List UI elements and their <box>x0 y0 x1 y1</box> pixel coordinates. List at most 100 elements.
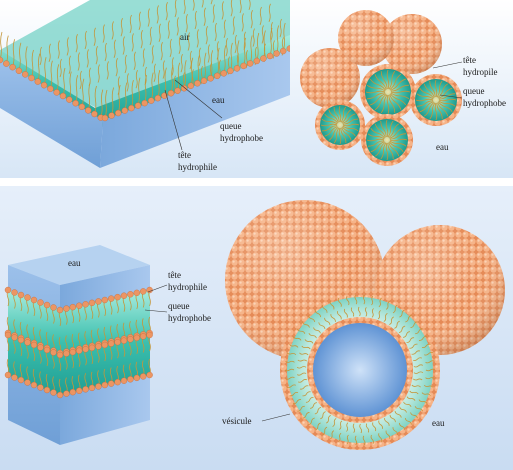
lipid-tail <box>196 29 199 48</box>
lipid-tail <box>399 309 405 318</box>
lipid-tail <box>389 140 407 147</box>
lipid-head <box>43 301 51 309</box>
lipid-tail <box>292 399 302 405</box>
lipid-tail <box>135 70 138 89</box>
lipid-tail <box>270 22 273 41</box>
lipid-tail <box>415 98 434 102</box>
lipid-tail <box>201 0 204 8</box>
lipid-tail <box>406 396 416 401</box>
lipid-tail <box>286 352 297 356</box>
lipid-head <box>120 377 128 384</box>
lipid-tail <box>169 38 172 58</box>
lipid-tail <box>328 109 339 123</box>
lipid-tail <box>111 87 114 116</box>
lipid-tail <box>153 63 156 82</box>
lipid-tail <box>416 93 434 100</box>
label-head-2: hydrophile <box>178 162 217 172</box>
lipid-tail <box>144 75 147 104</box>
lipid-head <box>9 63 16 71</box>
lipid-tail <box>354 294 358 305</box>
lipid-tail <box>66 37 69 56</box>
lipid-tail <box>289 344 299 348</box>
lipid-tail <box>425 377 435 380</box>
lipid-head <box>72 99 79 107</box>
lipid-tail <box>75 34 78 53</box>
lipid-tail <box>285 376 295 380</box>
lipid-tail <box>205 26 208 45</box>
lipid-head <box>11 289 18 296</box>
lipid-tail <box>250 10 253 29</box>
lipid-head <box>127 376 134 383</box>
lipid-tail <box>97 64 100 83</box>
lipid-tail <box>160 42 163 61</box>
lipid-tail <box>352 423 355 433</box>
label-tail-2: hydrophobe <box>463 98 506 108</box>
lipid-tail <box>230 42 233 71</box>
lipid-tail <box>43 57 47 86</box>
lipid-tail <box>389 94 402 110</box>
lipid-tail <box>399 422 406 431</box>
lipid-tail <box>418 335 428 341</box>
lipid-tail <box>149 26 152 46</box>
lipid-tail <box>48 43 51 62</box>
lipid-tail <box>77 52 80 71</box>
lipid-tail <box>39 46 42 66</box>
lipid-tail <box>354 435 357 446</box>
lipid-tail <box>207 44 210 63</box>
lipid-tail <box>365 90 386 94</box>
lipid-tail <box>165 2 168 21</box>
lipid-tail <box>437 102 449 117</box>
lipid-tail <box>59 58 62 78</box>
lipid-head <box>200 77 208 85</box>
lipid-tail <box>363 294 366 305</box>
lipid-tail <box>341 127 352 141</box>
lipid-tail <box>314 309 321 318</box>
lipid-head <box>167 89 175 97</box>
lipid-tail <box>338 432 342 443</box>
lipid-tail <box>221 1 224 20</box>
lipid-tail <box>57 40 60 59</box>
lipid-tail <box>302 321 310 328</box>
lipid-head <box>101 296 109 304</box>
lipid-tail <box>131 33 134 52</box>
lipid-head <box>17 291 25 299</box>
lipid-head <box>107 380 115 387</box>
lipid-tail <box>405 315 412 323</box>
lipid-head <box>63 390 70 397</box>
panel-bilayer-vesicle: eau tête hydrophile queue hydrophobe <box>0 186 513 470</box>
lipid-tail <box>380 142 387 160</box>
lipid-head <box>194 80 201 87</box>
lipid-head <box>147 97 155 104</box>
lipid-tail <box>256 32 260 62</box>
lipid-tail <box>296 366 307 369</box>
tail-pointer <box>174 79 223 119</box>
lipid-tail <box>12 39 15 68</box>
lipid-head <box>139 333 147 340</box>
lipid-head <box>28 74 35 82</box>
lipid-tail <box>296 328 306 334</box>
lipid-tail <box>438 100 456 107</box>
lipid-head <box>121 107 129 114</box>
panel-divider <box>0 178 513 186</box>
lipid-head <box>101 114 109 122</box>
lipid-tail <box>261 25 264 44</box>
lipid-tail <box>389 73 402 90</box>
lipid-head <box>114 109 122 117</box>
lipid-tail <box>24 46 28 75</box>
lipid-tail <box>296 372 307 376</box>
lipid-tail <box>212 4 215 23</box>
lipid-tail <box>308 417 315 425</box>
lipid-tail <box>162 60 165 79</box>
lipid-head <box>240 62 247 70</box>
lipid-tail <box>340 127 347 144</box>
lipid-tail <box>370 434 374 445</box>
panel-monolayer: air eau queue hydrophobe tête hydrophile <box>0 0 293 178</box>
lipid-tail <box>370 141 385 153</box>
lipid-tail <box>158 23 161 42</box>
lipid-tail <box>106 61 109 80</box>
lipid-tail <box>438 87 453 99</box>
micelle-section <box>361 114 413 166</box>
lipid-tail <box>411 384 421 388</box>
lipid-tail <box>333 127 340 144</box>
lipid-tail <box>124 54 127 74</box>
